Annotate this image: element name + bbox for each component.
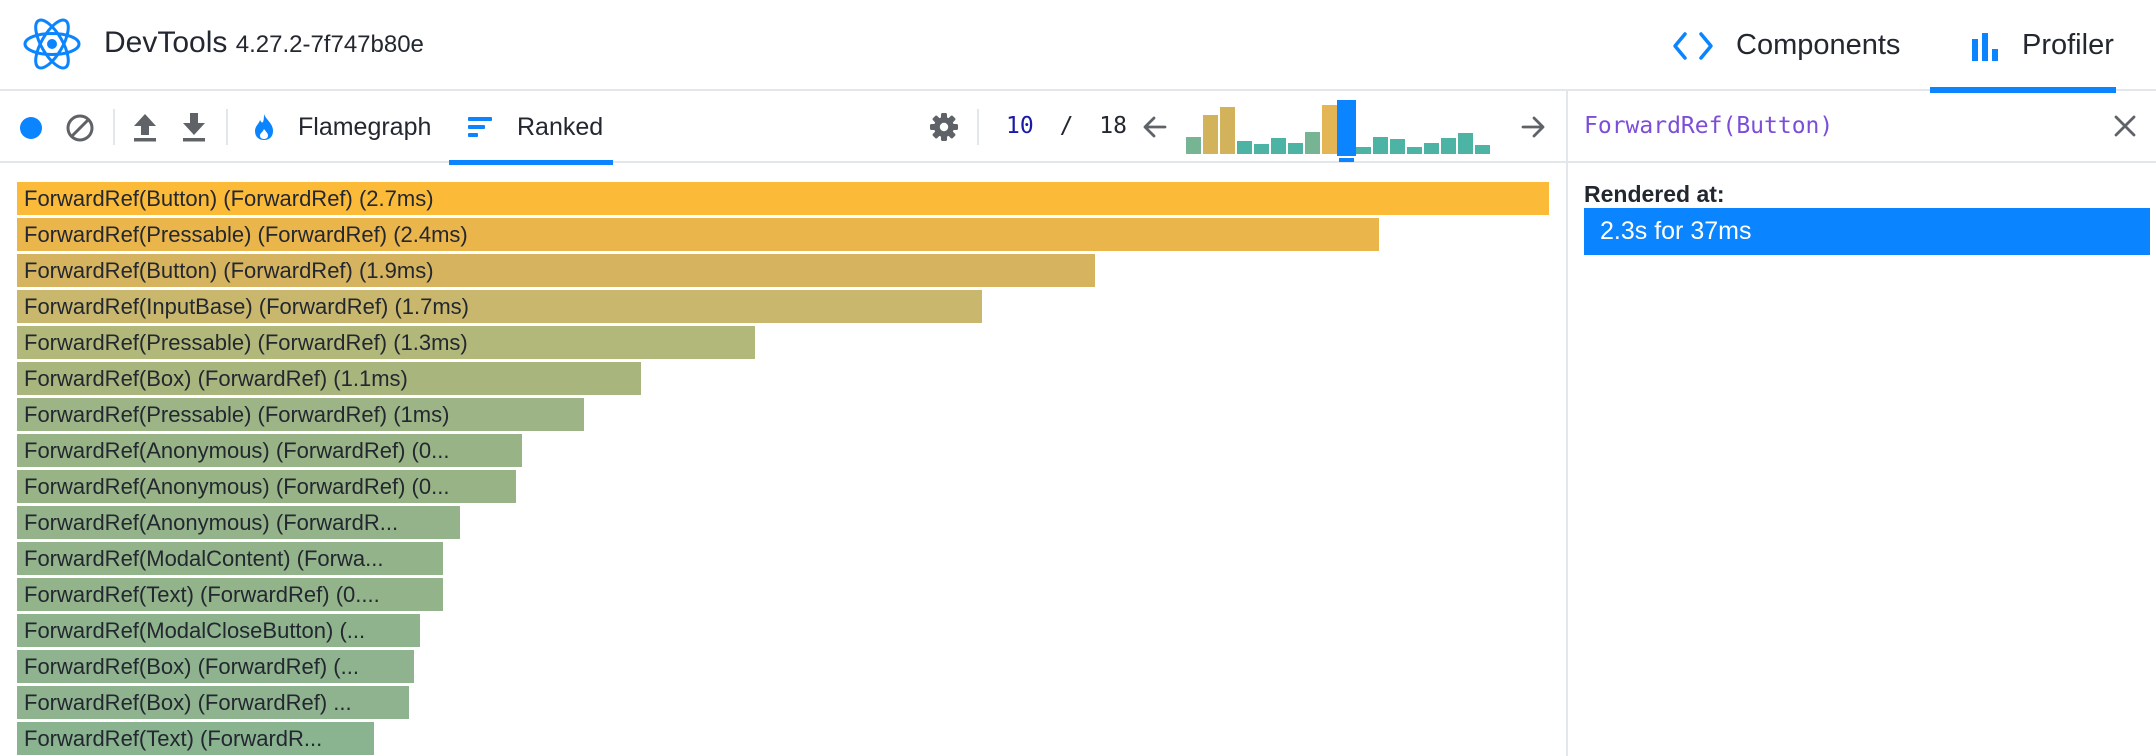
- tab-components[interactable]: Components: [1672, 0, 1900, 91]
- tab-profiler[interactable]: Profiler: [1930, 0, 2116, 93]
- tab-flamegraph-label: Flamegraph: [298, 112, 432, 141]
- commit-bar[interactable]: [1458, 133, 1473, 154]
- commit-separator: /: [1059, 113, 1074, 139]
- commit-bar[interactable]: [1322, 105, 1337, 154]
- profiler-toolbar: Flamegraph Ranked 10 / 18: [0, 91, 1566, 165]
- ranked-bar[interactable]: ForwardRef(ModalContent) (Forwa...: [17, 542, 443, 575]
- commit-bar[interactable]: [1390, 139, 1405, 154]
- ranked-bar[interactable]: ForwardRef(Anonymous) (ForwardRef) (0...: [17, 434, 522, 467]
- commit-selector-chart[interactable]: [1186, 98, 1494, 162]
- toolbar-separator: [977, 109, 979, 145]
- commit-bar[interactable]: [1373, 137, 1388, 154]
- arrow-left-icon: [1143, 116, 1167, 138]
- ranked-bar[interactable]: ForwardRef(Box) (ForwardRef) ...: [17, 686, 409, 719]
- ranked-bar[interactable]: ForwardRef(Box) (ForwardRef) (1.1ms): [17, 362, 641, 395]
- ranked-bar[interactable]: ForwardRef(Anonymous) (ForwardRef) (0...: [17, 470, 516, 503]
- tab-flamegraph[interactable]: Flamegraph: [252, 91, 443, 163]
- next-commit-button[interactable]: [1518, 112, 1548, 142]
- ranked-bar[interactable]: ForwardRef(Pressable) (ForwardRef) (2.4m…: [17, 218, 1379, 251]
- ranked-bar[interactable]: ForwardRef(Button) (ForwardRef) (1.9ms): [17, 254, 1095, 287]
- tab-ranked-label: Ranked: [517, 112, 604, 141]
- ranked-bar[interactable]: ForwardRef(Button) (ForwardRef) (2.7ms): [17, 182, 1549, 215]
- commit-bar[interactable]: [1288, 143, 1303, 154]
- ranked-bar[interactable]: ForwardRef(Anonymous) (ForwardR...: [17, 506, 460, 539]
- no-entry-icon: [66, 114, 94, 142]
- commit-counter: 10 / 18: [1006, 113, 1127, 139]
- gear-icon: [930, 113, 958, 141]
- load-profile-button[interactable]: [129, 110, 161, 144]
- commit-bar[interactable]: [1475, 145, 1490, 154]
- ranked-bar[interactable]: ForwardRef(ModalCloseButton) (...: [17, 614, 420, 647]
- commit-bar[interactable]: [1305, 132, 1320, 154]
- clear-button[interactable]: [64, 112, 96, 144]
- settings-button[interactable]: [928, 111, 960, 143]
- app-version: 4.27.2-7f747b80e: [235, 31, 424, 58]
- commit-bar[interactable]: [1356, 147, 1371, 154]
- commit-bar[interactable]: [1441, 138, 1456, 154]
- ranked-bar[interactable]: ForwardRef(Text) (ForwardRef) (0....: [17, 578, 443, 611]
- commit-bar[interactable]: [1186, 137, 1201, 154]
- rendered-at-item[interactable]: 2.3s for 37ms: [1584, 208, 2150, 255]
- arrow-right-icon: [1521, 116, 1545, 138]
- rendered-at-label: Rendered at:: [1584, 181, 1725, 207]
- commit-bar[interactable]: [1271, 138, 1286, 154]
- record-icon: [20, 117, 42, 139]
- ranked-bar[interactable]: ForwardRef(InputBase) (ForwardRef) (1.7m…: [17, 290, 982, 323]
- close-button[interactable]: [2110, 111, 2140, 141]
- panel-divider[interactable]: [1566, 91, 1568, 756]
- commit-bar-selected[interactable]: [1337, 100, 1356, 156]
- toolbar-separator: [113, 109, 115, 145]
- bar-chart-icon: [1970, 31, 2000, 61]
- devtools-header: DevTools 4.27.2-7f747b80e Components Pro…: [0, 0, 2156, 93]
- close-icon: [2114, 115, 2136, 137]
- commit-selected-marker: [1339, 158, 1354, 162]
- ranked-bar[interactable]: ForwardRef(Pressable) (ForwardRef) (1.3m…: [17, 326, 755, 359]
- ranked-bar[interactable]: ForwardRef(Box) (ForwardRef) (...: [17, 650, 414, 683]
- commit-bar[interactable]: [1220, 107, 1235, 154]
- commit-bar[interactable]: [1203, 115, 1218, 154]
- selected-component-name: ForwardRef(Button): [1584, 113, 1834, 139]
- commit-bar[interactable]: [1424, 143, 1439, 154]
- record-button[interactable]: [16, 113, 46, 143]
- code-brackets-icon: [1672, 31, 1714, 61]
- commit-total: 18: [1099, 113, 1127, 139]
- react-logo-icon: [22, 14, 82, 74]
- ranked-icon: [467, 115, 493, 139]
- tab-ranked[interactable]: Ranked: [449, 91, 613, 165]
- commit-bar[interactable]: [1237, 141, 1252, 154]
- prev-commit-button[interactable]: [1140, 112, 1170, 142]
- ranked-bar[interactable]: ForwardRef(Pressable) (ForwardRef) (1ms): [17, 398, 584, 431]
- upload-icon: [134, 114, 156, 142]
- commit-bar[interactable]: [1407, 147, 1422, 154]
- ranked-chart: ForwardRef(Button) (ForwardRef) (2.7ms) F…: [0, 165, 1566, 756]
- tab-components-label: Components: [1736, 29, 1901, 61]
- commit-bar[interactable]: [1254, 144, 1269, 154]
- app-name: DevTools: [104, 26, 228, 59]
- toolbar-separator: [226, 109, 228, 145]
- ranked-bar[interactable]: ForwardRef(Text) (ForwardR...: [17, 722, 374, 755]
- commit-current: 10: [1006, 113, 1034, 139]
- download-icon: [183, 113, 205, 142]
- tab-profiler-label: Profiler: [2022, 29, 2114, 61]
- flame-icon: [252, 112, 276, 142]
- sidebar-header: ForwardRef(Button): [1568, 91, 2156, 163]
- save-profile-button[interactable]: [178, 110, 210, 144]
- app-title: DevTools 4.27.2-7f747b80e: [104, 26, 424, 60]
